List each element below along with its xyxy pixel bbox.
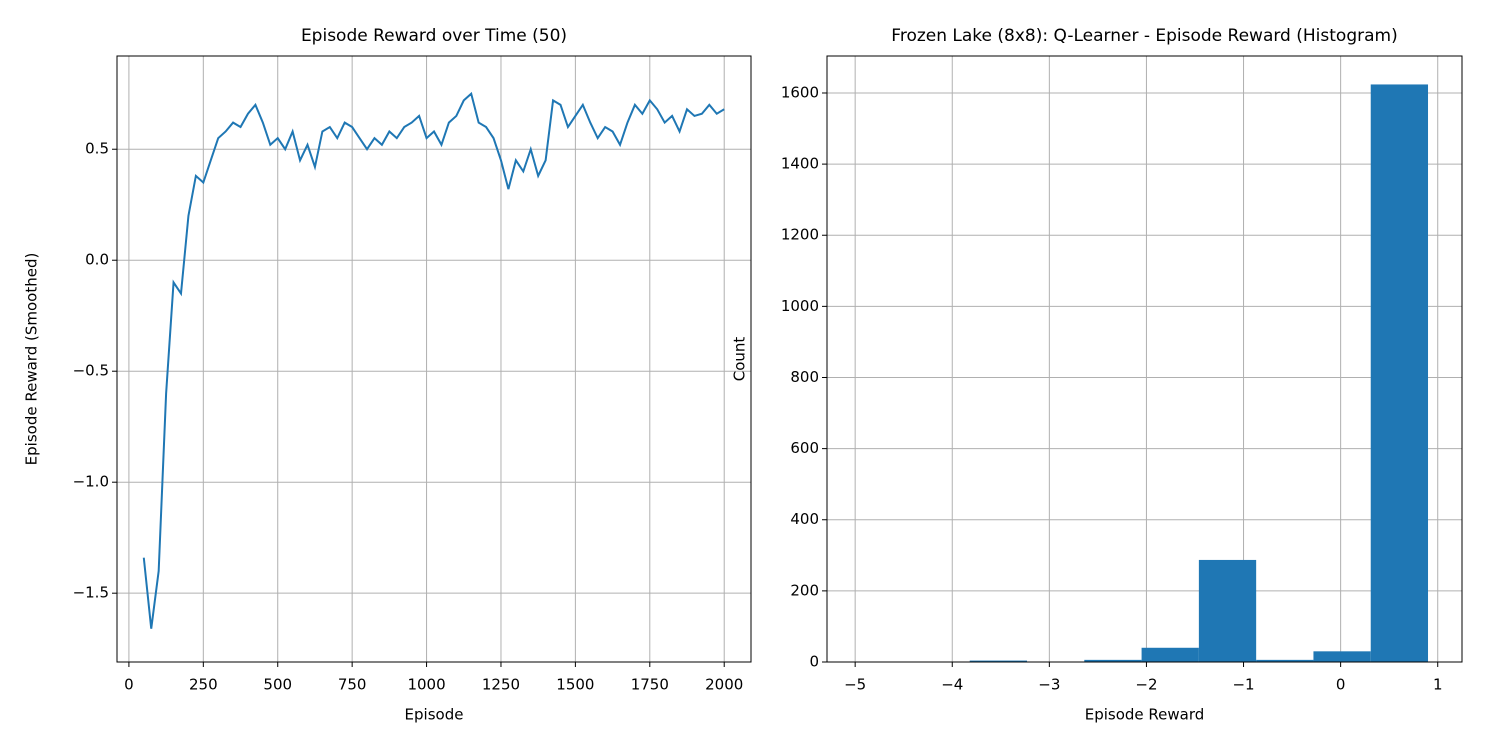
y-tick-label: 0.0 [85, 251, 109, 269]
x-tick-label: −1 [1232, 676, 1254, 694]
x-tick-label: 2000 [705, 676, 743, 694]
y-tick-label: −1.0 [73, 473, 109, 491]
y-tick-label: 400 [790, 510, 819, 528]
x-tick-label: −4 [941, 676, 963, 694]
bar [1370, 84, 1429, 663]
bar [1141, 647, 1199, 662]
x-tick-label: 500 [263, 676, 292, 694]
y-tick-label: 1400 [781, 155, 819, 173]
y-tick-label: −1.5 [73, 584, 109, 602]
x-tick-label: 250 [189, 676, 218, 694]
x-tick-label: 0 [1336, 676, 1346, 694]
x-tick-label: 1 [1433, 676, 1443, 694]
x-tick-label: 750 [338, 676, 367, 694]
y-tick-label: 1000 [781, 297, 819, 315]
x-axis-label: Episode Reward [1085, 706, 1205, 724]
y-tick-label: 200 [790, 581, 819, 599]
x-tick-label: −2 [1135, 676, 1157, 694]
x-tick-label: 0 [124, 676, 134, 694]
x-axis-label: Episode [405, 706, 464, 724]
x-tick-label: −5 [844, 676, 866, 694]
y-tick-label: 600 [790, 439, 819, 457]
y-tick-label: 1200 [781, 226, 819, 244]
x-tick-label: −3 [1038, 676, 1060, 694]
y-tick-label: 800 [790, 368, 819, 386]
bar [1256, 659, 1314, 662]
axes-frame [116, 55, 752, 663]
y-axis-label: Count [731, 337, 749, 382]
y-axis-label: Episode Reward (Smoothed) [23, 253, 41, 466]
y-tick-label: −0.5 [73, 362, 109, 380]
line [142, 91, 725, 629]
axes-frame [826, 55, 1463, 663]
x-tick-label: 1750 [631, 676, 669, 694]
chart-title: Episode Reward over Time (50) [301, 26, 567, 46]
x-tick-label: 1500 [556, 676, 594, 694]
x-tick-label: 1250 [482, 676, 520, 694]
bar [969, 660, 1028, 662]
y-tick-label: 1600 [781, 83, 819, 101]
bar [1313, 651, 1371, 662]
chart-title: Frozen Lake (8x8): Q-Learner - Episode R… [891, 26, 1397, 46]
y-tick-label: 0 [809, 653, 819, 671]
x-tick-label: 1000 [407, 676, 445, 694]
y-tick-label: 0.5 [85, 140, 109, 158]
bar [1084, 659, 1142, 662]
bar [1198, 559, 1257, 662]
